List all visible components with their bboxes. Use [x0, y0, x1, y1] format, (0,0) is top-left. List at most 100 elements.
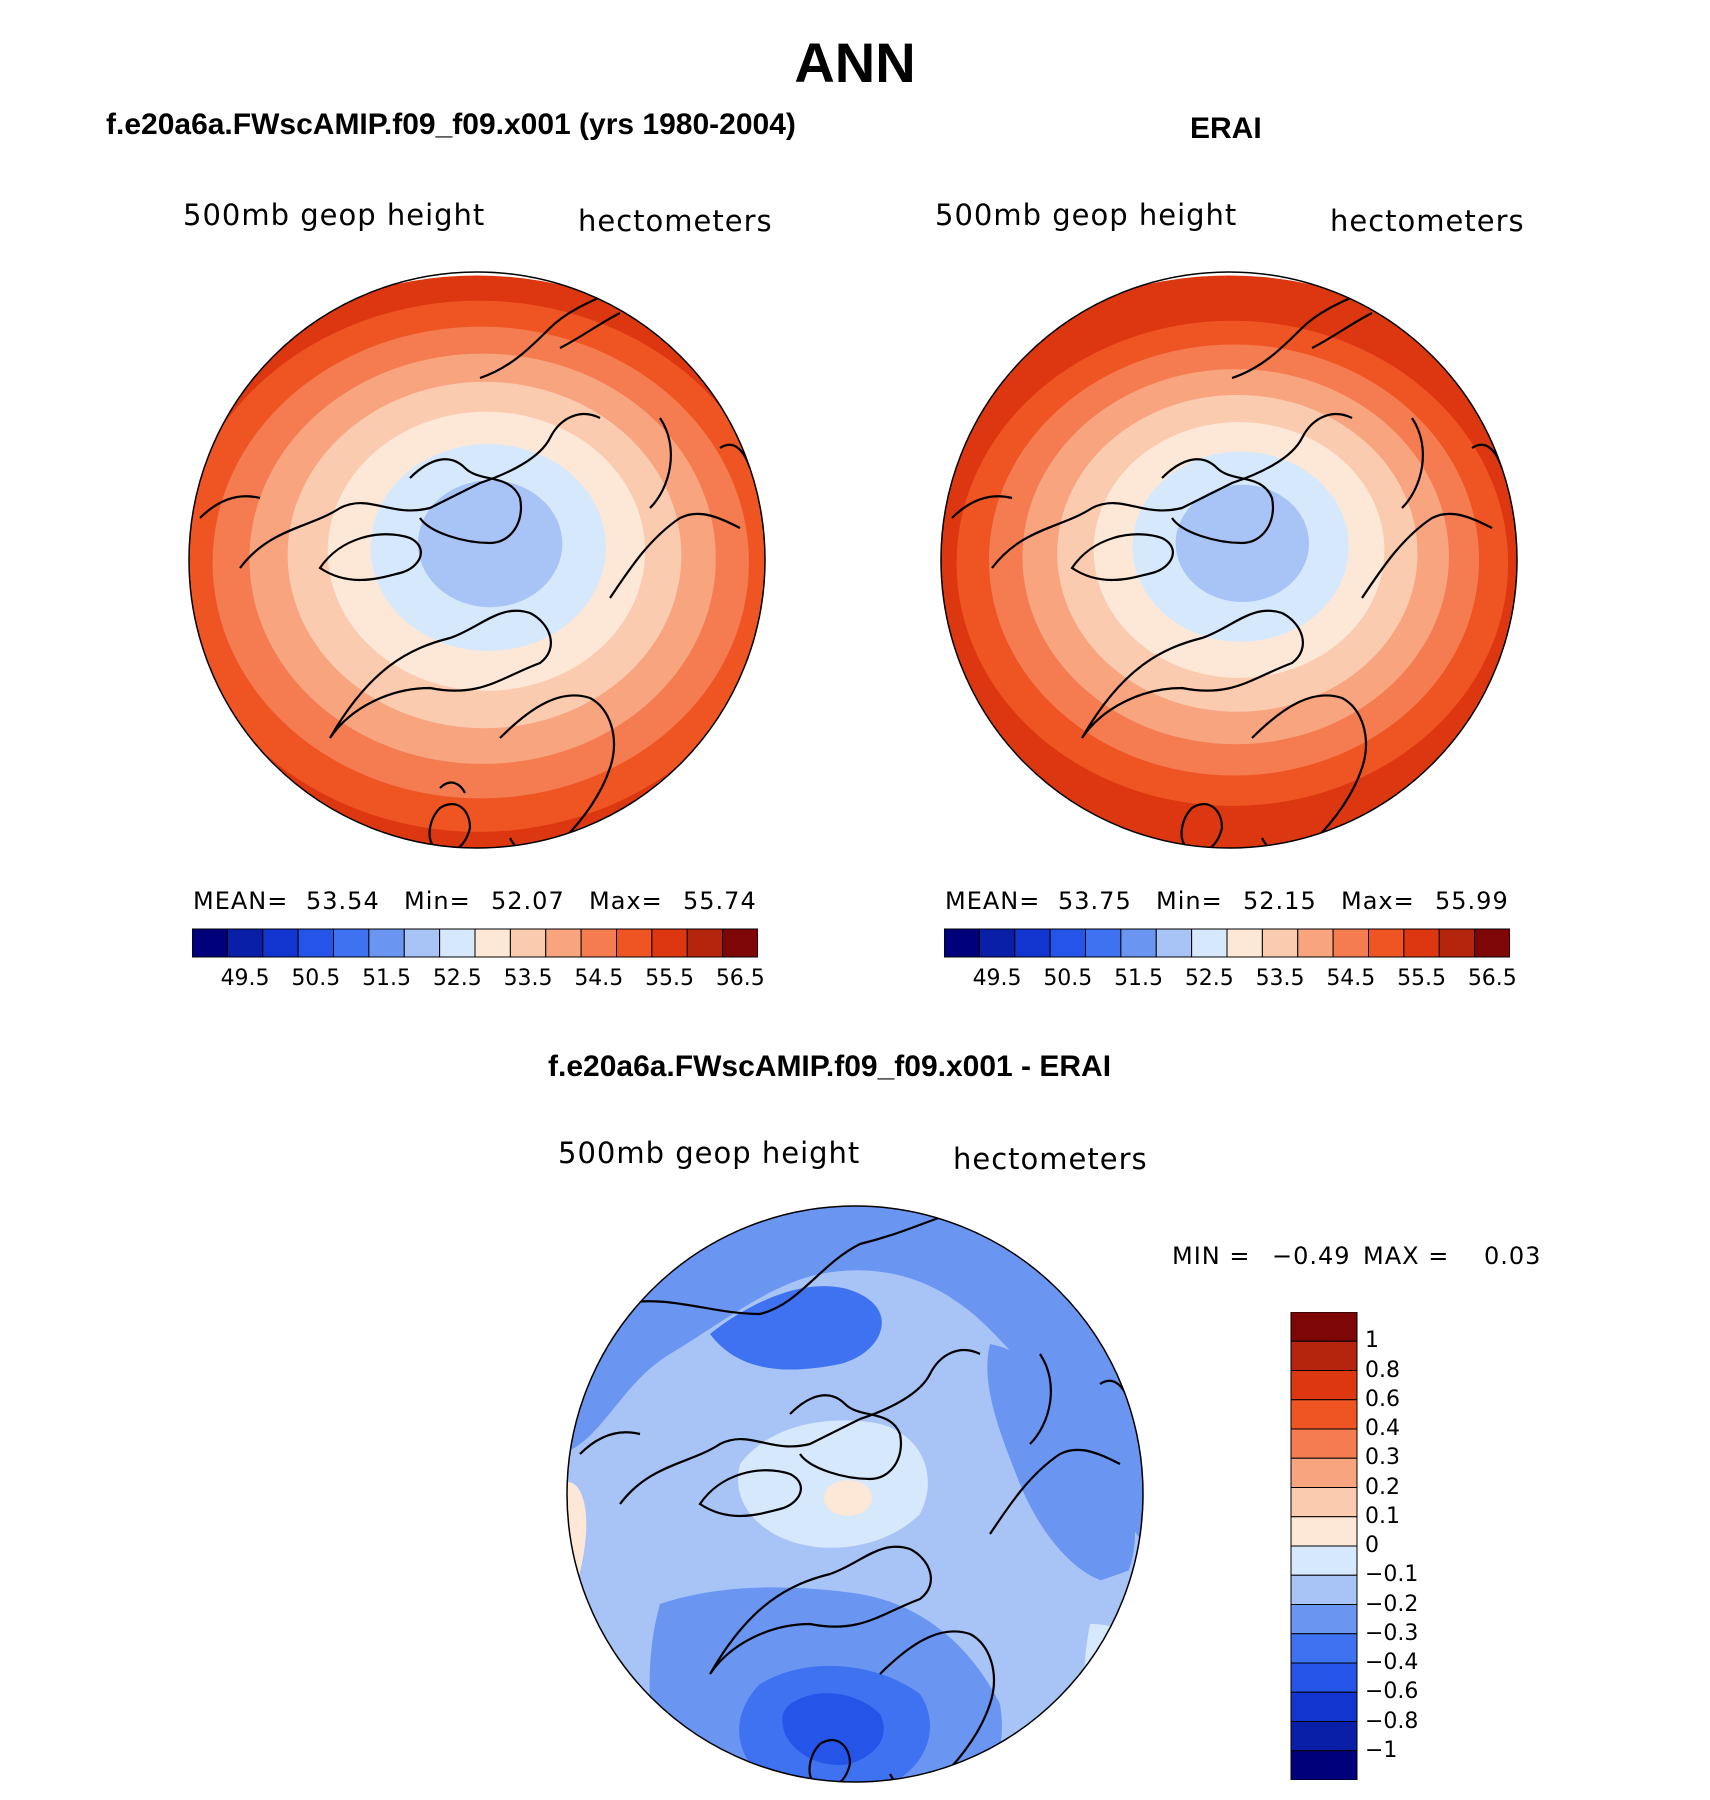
panel3-colorbar-tick-label: 1 — [1365, 1328, 1379, 1354]
panel3-colorbar-box — [1290, 1516, 1358, 1547]
panel1-coastlines — [199, 287, 752, 848]
panel1-map — [188, 271, 766, 849]
panel1-colorbar-tick-label: 51.5 — [362, 966, 412, 991]
panel2-colorbar-tick-label: 56.5 — [1467, 966, 1517, 991]
panel1-colorbar-box — [651, 928, 688, 958]
panel1-colorbar-box — [226, 928, 264, 958]
panel2-colorbar — [944, 928, 1510, 958]
panel1-colorbar-box — [439, 928, 476, 958]
diff-region-edge-positive — [567, 1482, 587, 1614]
panel2-map-border — [940, 271, 1518, 849]
panel1-colorbar-tick-label: 50.5 — [291, 966, 341, 991]
panel3-min-value: −0.49 — [1272, 1242, 1351, 1270]
panel1-colorbar-tick-label: 54.5 — [574, 966, 624, 991]
panel2-colorbar-box — [1368, 928, 1405, 958]
panel1-max-label: Max= — [589, 887, 663, 915]
panel2-colorbar-box — [1049, 928, 1086, 958]
panel2-colorbar-box — [1085, 928, 1122, 958]
panel2-colorbar-tick-label: 52.5 — [1184, 966, 1234, 991]
panel2-colorbar-box — [1332, 928, 1369, 958]
panel3-colorbar-box — [1290, 1340, 1358, 1371]
panel1-title: f.e20a6a.FWscAMIP.f09_f09.x001 (yrs 1980… — [106, 108, 796, 141]
panel1-colorbar-tick-label: 53.5 — [503, 966, 553, 991]
panel1-max-value: 55.74 — [683, 887, 757, 915]
panel3-colorbar-box — [1290, 1312, 1358, 1342]
panel1-colorbar-ticks: 49.5 50.5 51.5 52.5 53.5 54.5 55.5 56.5 — [192, 966, 765, 996]
panel3-colorbar — [1290, 1312, 1358, 1780]
panel1-colorbar-box — [722, 928, 758, 958]
panel1-colorbar-box — [192, 928, 228, 958]
panel2-colorbar-box — [1297, 928, 1334, 958]
panel1-colorbar-box — [368, 928, 405, 958]
main-title: ANN — [794, 31, 916, 94]
panel1-colorbar-box — [580, 928, 617, 958]
panel3-colorbar-box — [1290, 1750, 1358, 1780]
panel3-colorbar-tick-label: −0.3 — [1365, 1620, 1419, 1646]
panel3-colorbar-box — [1290, 1487, 1358, 1518]
panel3-colorbar-box — [1290, 1399, 1358, 1430]
panel3-colorbar-tick-label: −0.4 — [1365, 1650, 1419, 1675]
panel3-colorbar-box — [1290, 1721, 1358, 1752]
panel1-field-label: 500mb geop height — [183, 198, 486, 232]
panel3-colorbar-tick-label: 0 — [1365, 1533, 1379, 1558]
panel2-colorbar-box — [978, 928, 1016, 958]
panel2-colorbar-box — [1014, 928, 1051, 958]
panel2-colorbar-tick-label: 53.5 — [1255, 966, 1305, 991]
panel3-colorbar-box — [1290, 1457, 1358, 1488]
panel2-mean-value: 53.75 — [1058, 887, 1132, 915]
diff-region-alaska — [710, 1286, 882, 1370]
panel2-max-label: Max= — [1341, 887, 1415, 915]
panel3-colorbar-tick-label: 0.2 — [1365, 1474, 1400, 1500]
panel3-colorbar-tick-label: −0.6 — [1365, 1679, 1419, 1705]
panel3-colorbar-tick-label: −0.2 — [1365, 1591, 1419, 1617]
panel1-colorbar-box — [545, 928, 582, 958]
panel3-colorbar-tick-label: 0.3 — [1365, 1445, 1400, 1471]
panel3-colorbar-box — [1290, 1428, 1358, 1459]
panel3-colorbar-box — [1290, 1633, 1358, 1664]
panel2-colorbar-tick-label: 49.5 — [972, 966, 1022, 991]
panel3-colorbar-ticks: 1 0.8 0.6 0.4 0.3 0.2 0.1 0 −0.1 −0.2 −0.3 −0.4 −0.6… — [1365, 1312, 1465, 1780]
diff-region-asia-light — [1083, 1624, 1143, 1782]
panel3-colorbar-tick-label: 0.8 — [1365, 1357, 1400, 1383]
panel2-colorbar-box — [1403, 928, 1440, 958]
panel1-colorbar-tick-label: 52.5 — [432, 966, 482, 991]
panel3-title: f.e20a6a.FWscAMIP.f09_f09.x001 - ERAI — [548, 1050, 1112, 1083]
panel2-colorbar-tick-label: 50.5 — [1043, 966, 1093, 991]
panel2-colorbar-box — [1155, 928, 1193, 958]
panel3-max-value: 0.03 — [1484, 1242, 1542, 1270]
panel2-colorbar-box — [1261, 928, 1299, 958]
panel1-colorbar-box — [686, 928, 724, 958]
panel3-colorbar-box — [1290, 1370, 1358, 1401]
panel1-mean-label: MEAN= — [193, 887, 289, 915]
panel3-colorbar-box — [1290, 1574, 1358, 1605]
diff-region-positive — [824, 1480, 872, 1516]
panel2-map — [940, 271, 1518, 849]
panel3-units-label: hectometers — [953, 1142, 1148, 1176]
panel2-colorbar-box — [1191, 928, 1228, 958]
panel1-mean-value: 53.54 — [306, 887, 380, 915]
diff-region-pacific — [987, 1344, 1135, 1584]
panel3-colorbar-box — [1290, 1691, 1358, 1722]
panel3-colorbar-tick-label: 0.1 — [1365, 1503, 1400, 1529]
panel1-colorbar-box — [509, 928, 547, 958]
panel2-mean-label: MEAN= — [945, 887, 1041, 915]
panel2-colorbar-tick-label: 51.5 — [1114, 966, 1164, 991]
panel2-min-value: 52.15 — [1243, 887, 1317, 915]
panel1-map-border — [188, 271, 766, 849]
panel2-colorbar-box — [944, 928, 980, 958]
panel2-colorbar-box — [1120, 928, 1157, 958]
panel3-map — [566, 1205, 1144, 1783]
panel3-field-label: 500mb geop height — [558, 1136, 861, 1170]
panel2-units-label: hectometers — [1330, 204, 1525, 238]
panel3-colorbar-tick-label: 0.6 — [1365, 1386, 1400, 1412]
panel2-colorbar-box — [1226, 928, 1263, 958]
panel3-colorbar-box — [1290, 1545, 1358, 1576]
diff-region-north — [567, 1206, 1143, 1544]
panel1-colorbar-tick-label: 49.5 — [220, 966, 270, 991]
panel3-colorbar-tick-label: −0.8 — [1365, 1708, 1419, 1734]
panel1-colorbar-box — [403, 928, 441, 958]
panel3-min-label: MIN = — [1172, 1242, 1251, 1270]
panel3-max-label: MAX = — [1363, 1242, 1450, 1270]
panel2-min-label: Min= — [1156, 887, 1223, 915]
panel1-min-value: 52.07 — [491, 887, 565, 915]
